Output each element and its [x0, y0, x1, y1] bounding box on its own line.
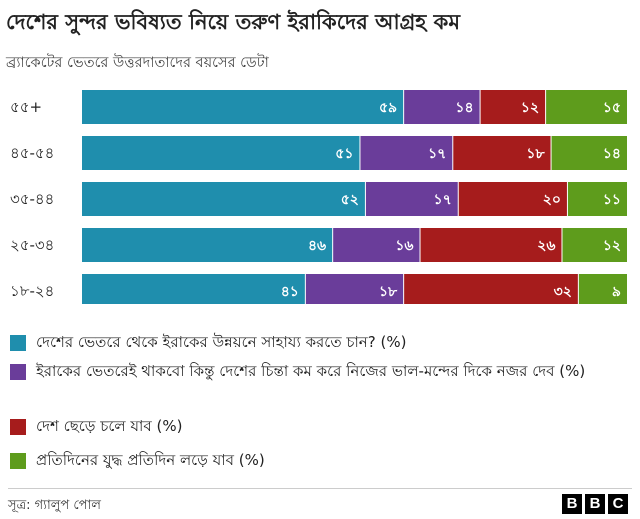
bar-value-label: ১১: [603, 192, 621, 208]
legend-swatch-stay-help: [10, 335, 26, 351]
legend-label-cope: প্রতিদিনের যুদ্ধ প্রতিদিন লড়ে যাব (%): [36, 451, 265, 469]
bar-segment: [82, 90, 404, 124]
bar-value-label: ৫১: [335, 146, 353, 162]
bar-value-label: ৩২: [554, 284, 572, 300]
category-label: ৪৫-৫৪: [10, 144, 54, 162]
bar-segment: [305, 274, 404, 304]
chart-title: দেশের সুন্দর ভবিষ্যত নিয়ে তরুণ ইরাকিদের…: [6, 10, 461, 34]
legend-swatch-cope: [10, 453, 26, 469]
bar-value-label: ৪৬: [308, 238, 326, 254]
bbc-logo-letter: C: [608, 494, 628, 514]
bar-value-label: ১৮: [379, 284, 398, 300]
bar-value-label: ২৬: [537, 238, 555, 254]
bar-value-label: ১৮: [526, 146, 545, 162]
bar-segment: [546, 90, 627, 124]
bar-segment: [551, 136, 627, 170]
bar-value-label: ১৪: [603, 146, 621, 162]
bar-value-label: ১৬: [395, 238, 413, 254]
category-label: ২৫-৩৪: [10, 236, 54, 254]
bar-value-label: ১৫: [603, 100, 621, 116]
bar-segment: [365, 182, 458, 216]
legend-swatch-leave: [10, 419, 26, 435]
bar-segment: [360, 136, 453, 170]
legend-swatch-stay-self: [10, 364, 26, 380]
legend-item-leave: দেশ ছেড়ে চলে যাব (%): [10, 416, 182, 437]
legend-item-cope: প্রতিদিনের যুদ্ধ প্রতিদিন লড়ে যাব (%): [10, 450, 265, 471]
chart-subtitle: ব্র্যাকেটের ভেতরে উত্তরদাতাদের বয়সের ডে…: [6, 55, 269, 71]
bar-value-label: ৪১: [281, 284, 299, 300]
bar-segment: [567, 182, 627, 216]
bar-value-label: ৯: [612, 284, 621, 300]
category-label: ৫৫+: [10, 98, 42, 116]
bar-value-label: ৫২: [341, 192, 359, 208]
bar-value-label: ৫৯: [379, 100, 397, 116]
legend-item-stay-help: দেশের ভেতরে থেকে ইরাকের উন্নয়নে সাহায্য…: [10, 332, 406, 353]
bar-value-label: ১৪: [455, 100, 473, 116]
bar-segment: [458, 182, 567, 216]
bar-value-label: ১৭: [434, 192, 452, 208]
legend-label-leave: দেশ ছেড়ে চলে যাব (%): [36, 417, 183, 435]
source-note: সূত্র: গ্যালুপ পোল: [8, 498, 101, 513]
bbc-logo: B B C: [562, 494, 628, 514]
bar-segment: [82, 182, 365, 216]
bar-segment: [578, 274, 627, 304]
bar-segment: [404, 274, 578, 304]
bar-segment: [453, 136, 551, 170]
legend-label-stay-self: ইরাকের ভেতরেই থাকবো কিন্তু দেশের চিন্তা …: [36, 362, 586, 380]
bar-value-label: ২০: [543, 192, 561, 208]
bar-value-label: ১২: [603, 238, 621, 254]
legend-item-stay-self: ইরাকের ভেতরেই থাকবো কিন্তু দেশের চিন্তা …: [10, 361, 585, 382]
bar-segment: [420, 228, 562, 262]
bbc-logo-letter: B: [585, 494, 605, 514]
bar-segment: [82, 274, 305, 304]
bbc-logo-letter: B: [562, 494, 582, 514]
bar-segment: [82, 136, 360, 170]
stacked-bar-chart: ৫৫+ ৫৯ ১৪ ১২ ১৫ ৪৫-৫৪ ৫১ ১৭ ১৮ ১৪ ৩৫-৪৪ ৫২ ১৭ ২০ ১১ ২৫-…: [10, 90, 627, 304]
bar-segment: [562, 228, 627, 262]
category-label: ৩৫-৪৪: [10, 190, 54, 208]
footer-divider: [8, 488, 632, 489]
legend-label-stay-help: দেশের ভেতরে থেকে ইরাকের উন্নয়নে সাহায্য…: [36, 333, 407, 351]
bar-segment: [82, 228, 333, 262]
bar-value-label: ১২: [521, 100, 539, 116]
bar-value-label: ১৭: [428, 146, 446, 162]
bar-segment: [404, 90, 480, 124]
bar-segment: [480, 90, 546, 124]
bar-segment: [333, 228, 420, 262]
category-label: ১৮-২৪: [10, 282, 54, 300]
